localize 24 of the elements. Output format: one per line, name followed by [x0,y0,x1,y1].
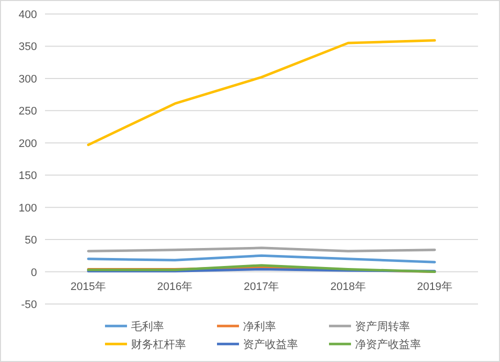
y-tick-label: 100 [18,202,37,214]
y-tick-label: 150 [18,170,37,182]
x-tick-label: 2015年 [70,280,106,293]
legend-label: 净资产收益率 [355,338,421,351]
legend-label: 资产收益率 [243,338,298,351]
x-tick-label: 2016年 [157,280,193,293]
line-series [87,264,436,274]
y-tick-label: 50 [24,234,37,247]
x-tick-label: 2019年 [416,280,452,293]
y-tick-label: -50 [21,299,37,311]
y-tick-label: 0 [30,266,37,279]
line-series [87,254,436,264]
x-tick-label: 2018年 [330,280,366,293]
x-tick-label: 2017年 [244,280,280,293]
y-tick-label: 250 [18,106,37,118]
y-tick-label: 300 [18,73,37,86]
legend-label: 财务杠杆率 [131,338,186,351]
y-tick-label: 400 [18,9,37,21]
line-series [87,39,436,146]
y-tick-label: 200 [18,138,37,150]
y-tick-label: 350 [18,41,37,54]
legend-label: 毛利率 [131,320,164,333]
legend-label: 净利率 [243,320,276,333]
legend-label: 资产周转率 [355,320,410,333]
